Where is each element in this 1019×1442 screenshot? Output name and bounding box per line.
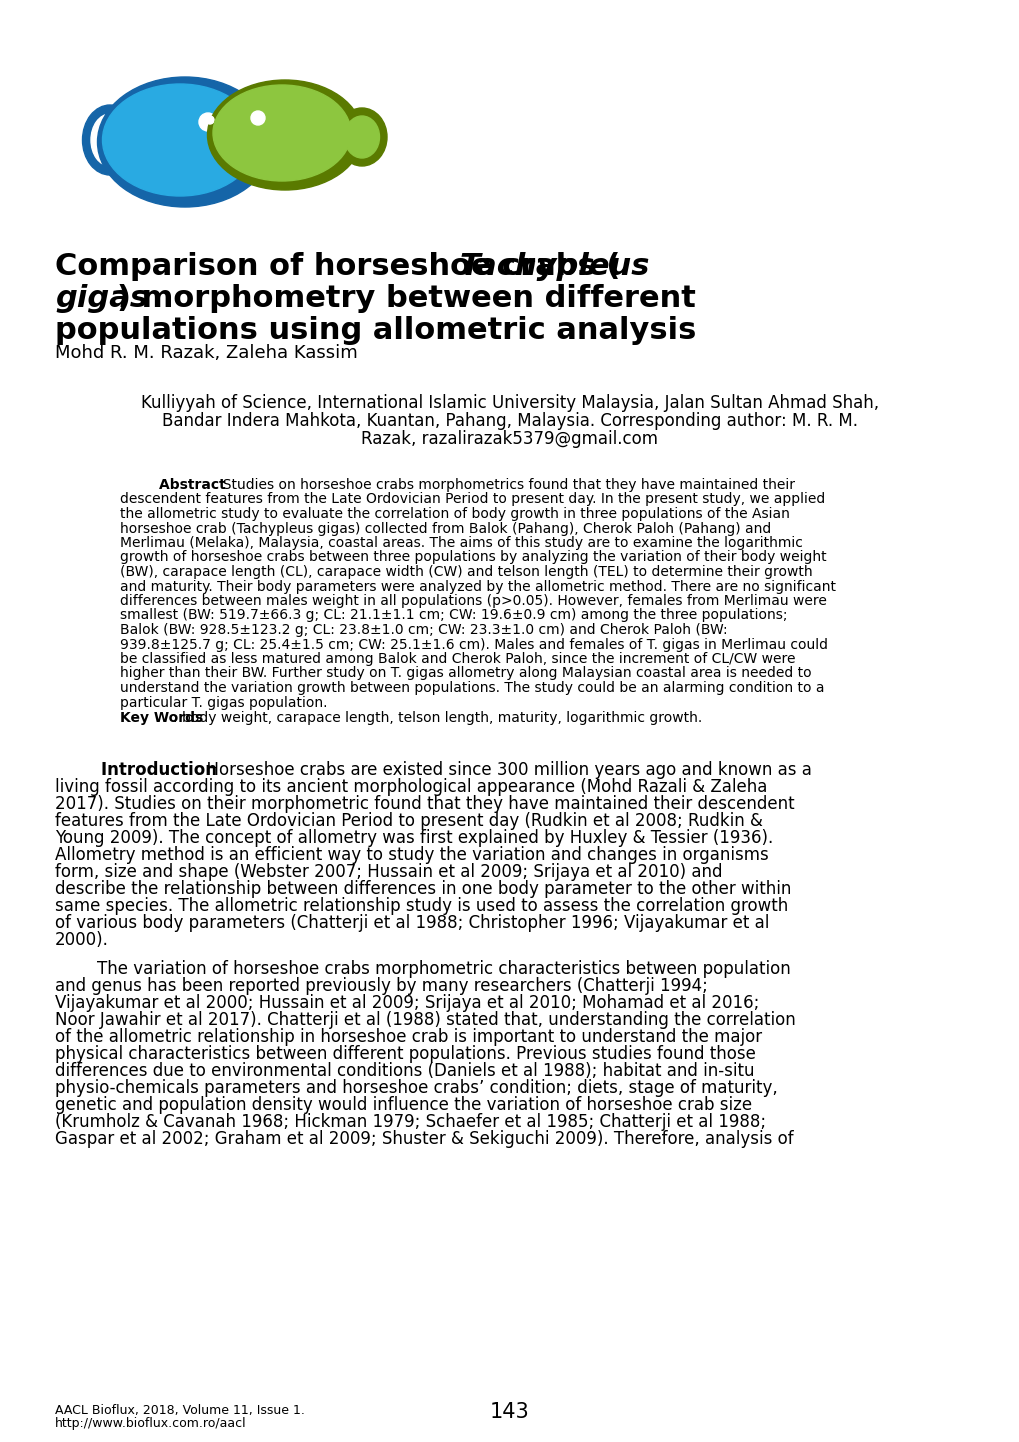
Circle shape bbox=[206, 115, 214, 124]
Text: Introduction: Introduction bbox=[55, 761, 217, 779]
Text: (Krumholz & Cavanah 1968; Hickman 1979; Schaefer et al 1985; Chatterji et al 198: (Krumholz & Cavanah 1968; Hickman 1979; … bbox=[55, 1113, 765, 1131]
Text: 2017). Studies on their morphometric found that they have maintained their desce: 2017). Studies on their morphometric fou… bbox=[55, 795, 794, 813]
Text: features from the Late Ordovician Period to present day (Rudkin et al 2008; Rudk: features from the Late Ordovician Period… bbox=[55, 812, 762, 831]
Text: describe the relationship between differences in one body parameter to the other: describe the relationship between differ… bbox=[55, 880, 791, 898]
Text: particular T. gigas population.: particular T. gigas population. bbox=[120, 695, 327, 709]
Text: genetic and population density would influence the variation of horseshoe crab s: genetic and population density would inf… bbox=[55, 1096, 751, 1115]
Text: populations using allometric analysis: populations using allometric analysis bbox=[55, 316, 696, 345]
Text: . Horseshoe crabs are existed since 300 million years ago and known as a: . Horseshoe crabs are existed since 300 … bbox=[196, 761, 811, 779]
Text: Abstract: Abstract bbox=[120, 477, 225, 492]
Text: Razak, razalirazak5379@gmail.com: Razak, razalirazak5379@gmail.com bbox=[361, 430, 658, 448]
Text: 143: 143 bbox=[490, 1402, 529, 1422]
Text: Noor Jawahir et al 2017). Chatterji et al (1988) stated that, understanding the : Noor Jawahir et al 2017). Chatterji et a… bbox=[55, 1011, 795, 1030]
Text: Young 2009). The concept of allometry was first explained by Huxley & Tessier (1: Young 2009). The concept of allometry wa… bbox=[55, 829, 772, 846]
Text: physio-chemicals parameters and horseshoe crabs’ condition; diets, stage of matu: physio-chemicals parameters and horsesho… bbox=[55, 1079, 777, 1097]
Ellipse shape bbox=[98, 76, 272, 208]
Text: be classified as less matured among Balok and Cherok Paloh, since the increment : be classified as less matured among Balo… bbox=[120, 652, 795, 666]
Text: 2000).: 2000). bbox=[55, 932, 109, 949]
Text: understand the variation growth between populations. The study could be an alarm: understand the variation growth between … bbox=[120, 681, 823, 695]
Text: Vijayakumar et al 2000; Hussain et al 2009; Srijaya et al 2010; Mohamad et al 20: Vijayakumar et al 2000; Hussain et al 20… bbox=[55, 994, 758, 1012]
Text: descendent features from the Late Ordovician Period to present day. In the prese: descendent features from the Late Ordovi… bbox=[120, 493, 824, 506]
Text: Tachypleus: Tachypleus bbox=[460, 252, 650, 281]
Text: . Studies on horseshoe crabs morphometrics found that they have maintained their: . Studies on horseshoe crabs morphometri… bbox=[213, 477, 794, 492]
Text: physical characteristics between different populations. Previous studies found t: physical characteristics between differe… bbox=[55, 1045, 755, 1063]
Text: The variation of horseshoe crabs morphometric characteristics between population: The variation of horseshoe crabs morphom… bbox=[55, 960, 790, 978]
Text: same species. The allometric relationship study is used to assess the correlatio: same species. The allometric relationshi… bbox=[55, 897, 788, 916]
Text: the allometric study to evaluate the correlation of body growth in three populat: the allometric study to evaluate the cor… bbox=[120, 508, 789, 521]
Text: 939.8±125.7 g; CL: 25.4±1.5 cm; CW: 25.1±1.6 cm). Males and females of T. gigas : 939.8±125.7 g; CL: 25.4±1.5 cm; CW: 25.1… bbox=[120, 637, 827, 652]
Text: Balok (BW: 928.5±123.2 g; CL: 23.8±1.0 cm; CW: 23.3±1.0 cm) and Cherok Paloh (BW: Balok (BW: 928.5±123.2 g; CL: 23.8±1.0 c… bbox=[120, 623, 727, 637]
Text: differences between males weight in all populations (p>0.05). However, females f: differences between males weight in all … bbox=[120, 594, 826, 609]
Text: Bandar Indera Mahkota, Kuantan, Pahang, Malaysia. Corresponding author: M. R. M.: Bandar Indera Mahkota, Kuantan, Pahang, … bbox=[162, 412, 857, 430]
Text: form, size and shape (Webster 2007; Hussain et al 2009; Srijaya et al 2010) and: form, size and shape (Webster 2007; Huss… bbox=[55, 862, 721, 881]
Text: ) morphometry between different: ) morphometry between different bbox=[117, 284, 695, 313]
Text: differences due to environmental conditions (Daniels et al 1988); habitat and in: differences due to environmental conditi… bbox=[55, 1061, 754, 1080]
Text: Mohd R. M. Razak, Zaleha Kassim: Mohd R. M. Razak, Zaleha Kassim bbox=[55, 345, 358, 362]
Ellipse shape bbox=[207, 79, 362, 190]
Ellipse shape bbox=[91, 114, 128, 166]
Text: smallest (BW: 519.7±66.3 g; CL: 21.1±1.1 cm; CW: 19.6±0.9 cm) among the three po: smallest (BW: 519.7±66.3 g; CL: 21.1±1.1… bbox=[120, 609, 787, 623]
Text: Allometry method is an efficient way to study the variation and changes in organ: Allometry method is an efficient way to … bbox=[55, 846, 768, 864]
Text: Key Words: Key Words bbox=[120, 711, 203, 725]
Text: living fossil according to its ancient morphological appearance (Mohd Razali & Z: living fossil according to its ancient m… bbox=[55, 779, 766, 796]
Text: Gaspar et al 2002; Graham et al 2009; Shuster & Sekiguchi 2009). Therefore, anal: Gaspar et al 2002; Graham et al 2009; Sh… bbox=[55, 1131, 793, 1148]
Circle shape bbox=[199, 112, 217, 131]
Ellipse shape bbox=[213, 85, 351, 182]
Text: Comparison of horseshoe crabs (: Comparison of horseshoe crabs ( bbox=[55, 252, 620, 281]
Text: of various body parameters (Chatterji et al 1988; Christopher 1996; Vijayakumar : of various body parameters (Chatterji et… bbox=[55, 914, 768, 932]
Text: http://www.bioflux.com.ro/aacl: http://www.bioflux.com.ro/aacl bbox=[55, 1417, 247, 1430]
Text: AACL Bioflux, 2018, Volume 11, Issue 1.: AACL Bioflux, 2018, Volume 11, Issue 1. bbox=[55, 1405, 305, 1417]
Ellipse shape bbox=[344, 115, 379, 159]
Text: gigas: gigas bbox=[55, 284, 148, 313]
Text: and maturity. Their body parameters were analyzed by the allometric method. Ther: and maturity. Their body parameters were… bbox=[120, 580, 836, 594]
Circle shape bbox=[257, 112, 263, 120]
Text: growth of horseshoe crabs between three populations by analyzing the variation o: growth of horseshoe crabs between three … bbox=[120, 551, 825, 564]
Text: : body weight, carapace length, telson length, maturity, logarithmic growth.: : body weight, carapace length, telson l… bbox=[172, 711, 701, 725]
Ellipse shape bbox=[336, 108, 386, 166]
Text: Merlimau (Melaka), Malaysia, coastal areas. The aims of this study are to examin: Merlimau (Melaka), Malaysia, coastal are… bbox=[120, 536, 802, 549]
Text: of the allometric relationship in horseshoe crab is important to understand the : of the allometric relationship in horses… bbox=[55, 1028, 761, 1045]
Text: and genus has been reported previously by many researchers (Chatterji 1994;: and genus has been reported previously b… bbox=[55, 978, 707, 995]
Ellipse shape bbox=[83, 105, 138, 174]
Ellipse shape bbox=[102, 84, 257, 196]
Text: Kulliyyah of Science, International Islamic University Malaysia, Jalan Sultan Ah: Kulliyyah of Science, International Isla… bbox=[141, 394, 878, 412]
Circle shape bbox=[251, 111, 265, 125]
Text: (BW), carapace length (CL), carapace width (CW) and telson length (TEL) to deter: (BW), carapace length (CL), carapace wid… bbox=[120, 565, 812, 580]
Text: higher than their BW. Further study on T. gigas allometry along Malaysian coasta: higher than their BW. Further study on T… bbox=[120, 666, 811, 681]
Text: horseshoe crab (Tachypleus gigas) collected from Balok (Pahang), Cherok Paloh (P: horseshoe crab (Tachypleus gigas) collec… bbox=[120, 522, 770, 535]
